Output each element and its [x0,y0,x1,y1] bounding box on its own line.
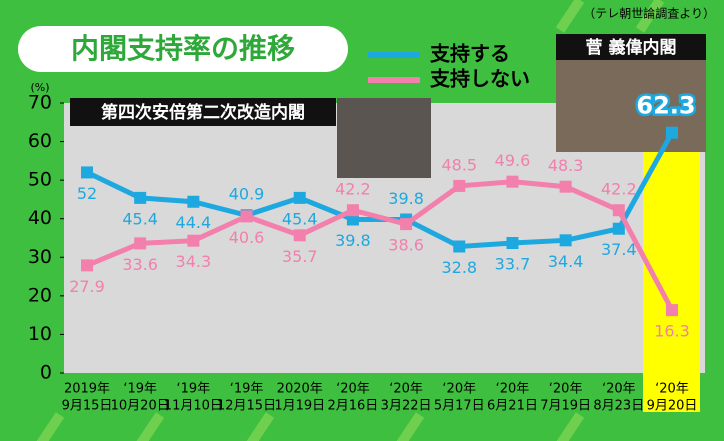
data-label: 48.5 [441,155,477,174]
data-label: 48.3 [548,156,584,175]
x-tick-label: 2月16日 [327,399,378,414]
x-tick-label: 1月19日 [274,399,325,414]
y-tick-label: 70 [28,92,52,114]
data-label: 40.9 [229,185,265,204]
data-label: 49.6 [495,151,531,170]
data-label: 27.9 [69,277,105,296]
point [81,166,93,179]
series-line [86,179,675,312]
point [666,126,678,139]
y-tick-label: 30 [28,246,52,268]
x-tick-label: 12月15日 [217,399,276,414]
annotation: 第四次安倍第二次改造内閣 [101,102,305,123]
x-tick-label: 9月20日 [647,399,698,414]
point [293,191,306,204]
x-tick-label: ‘20年 [549,382,583,397]
source: （テレ朝世論調査より） [583,6,715,21]
legend-label: 支持しない [430,67,530,91]
data-label: 44.4 [176,213,212,232]
x-tick-label: 6月21日 [487,399,538,414]
y-tick-label: 60 [28,130,52,152]
point [400,218,413,231]
y-tick-label: 20 [28,284,52,306]
x-tick-label: 9月15日 [62,399,113,414]
data-label: 39.8 [335,231,371,250]
point [559,180,572,193]
data-label: 38.6 [388,236,424,255]
legend-label: 支持する [430,42,510,66]
data-label: 16.3 [654,322,690,341]
point [346,213,359,226]
data-label: 34.3 [176,252,212,271]
data-label: 33.7 [495,255,531,274]
x-tick-label: 10月20日 [111,399,170,414]
y-axis-label: (%) [30,81,49,94]
data-label: 34.4 [548,252,584,271]
y-tick-label: 10 [28,323,52,345]
y-tick-label: 0 [40,362,52,384]
point [559,234,572,247]
x-tick-label: ‘20年 [442,382,476,397]
title-pill [18,26,348,72]
x-tick-label: ‘20年 [496,382,530,397]
x-tick-label: 11月10日 [164,399,223,414]
point [134,237,147,250]
x-tick-label: ‘19年 [177,382,211,397]
y-tick-label: 50 [28,169,52,191]
x-tick-label: 2020年 [277,382,323,397]
x-tick-label: 3月22日 [381,399,432,414]
annotation: 菅 義偉内閣 [586,37,677,58]
data-label: 62.3 [636,92,695,120]
photo [337,98,431,178]
x-tick-label: 8月23日 [593,399,644,414]
data-label: 32.8 [441,258,477,277]
point [187,234,200,247]
chart-title: 内閣支持率の推移 [71,32,295,65]
x-tick-label: ‘20年 [655,382,689,397]
label-box [70,98,336,126]
y-tick-label: 40 [28,207,52,229]
x-tick-label: 7月19日 [540,399,591,414]
data-label: 42.2 [335,180,371,199]
photo [556,60,706,152]
x-tick-label: ‘19年 [230,382,264,397]
point [453,240,466,253]
point [612,222,625,235]
data-label: 45.4 [122,209,158,228]
data-label: 52 [77,184,97,203]
data-label: 39.8 [388,189,424,208]
data-label: 37.4 [601,240,637,259]
point [666,304,678,317]
point [612,204,625,217]
point [134,191,147,204]
data-label: 33.6 [122,255,158,274]
point [453,179,466,192]
point [293,229,306,242]
data-label: 40.6 [229,228,265,247]
data-label: 42.2 [601,180,637,199]
point [346,204,359,217]
point [240,210,253,223]
x-tick-label: 2019年 [64,382,110,397]
highlight-band [643,103,700,412]
x-tick-label: ‘20年 [389,382,423,397]
point [506,237,519,250]
label-box [556,34,706,60]
data-label: 45.4 [282,209,318,228]
point [81,259,93,272]
x-tick-label: ‘19年 [123,382,157,397]
data-label: 35.7 [282,247,318,266]
x-tick-label: ‘20年 [602,382,636,397]
point [187,195,200,208]
x-tick-label: ‘20年 [336,382,370,397]
stripes [36,0,665,441]
x-tick-label: 5月17日 [434,399,485,414]
point [506,175,519,188]
